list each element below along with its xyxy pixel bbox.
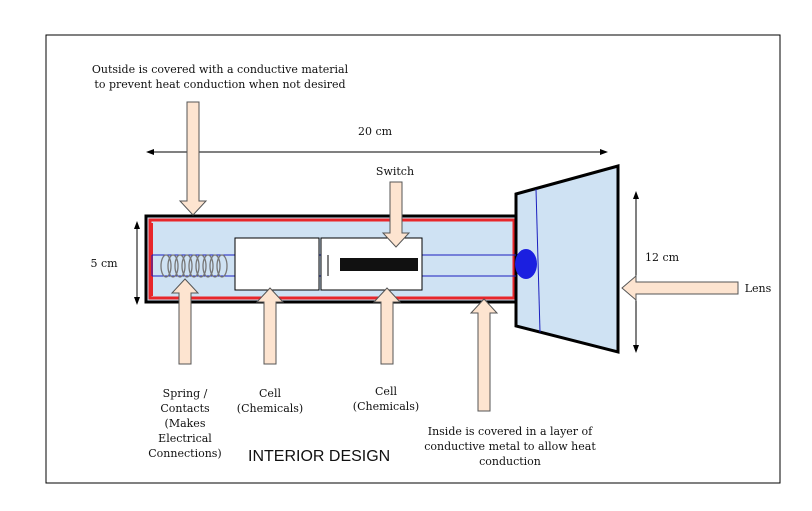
outside-callout-arrow [178, 101, 208, 216]
cell-2-callout-arrow [372, 287, 402, 365]
switch-callout-arrow [381, 181, 411, 248]
cell-1 [234, 237, 320, 291]
length-dimension-arrow [146, 149, 608, 155]
inner-lining [148, 218, 516, 300]
switch-label: Switch [375, 165, 415, 178]
outside-note-label: Outside is covered with a conductive mat… [91, 63, 349, 91]
flashlight-head [514, 164, 620, 354]
length-label: 20 cm [357, 125, 393, 138]
inside-note-label: Inside is covered in a layer of conducti… [424, 425, 596, 468]
head-height-dimension-arrow [633, 191, 639, 353]
bulb [515, 249, 537, 279]
cell-2-label: Cell (Chemicals) [352, 385, 420, 413]
switch-slider [340, 258, 418, 271]
spring-label: Spring / Contacts (Makes Electrical Conn… [148, 387, 222, 460]
height-label: 5 cm [90, 257, 118, 270]
lens-callout-arrow [621, 274, 739, 302]
inside-callout-arrow [469, 298, 499, 412]
spring-coil [160, 254, 228, 278]
head-height-label: 12 cm [644, 251, 680, 264]
diagram-title: INTERIOR DESIGN [248, 448, 391, 465]
cell-1-label: Cell (Chemicals) [236, 387, 304, 415]
spring-callout-arrow [170, 278, 200, 365]
height-dimension-arrow [134, 221, 140, 305]
cell-1-callout-arrow [255, 287, 285, 365]
lens-label: Lens [744, 282, 772, 295]
cell-2 [320, 237, 423, 291]
